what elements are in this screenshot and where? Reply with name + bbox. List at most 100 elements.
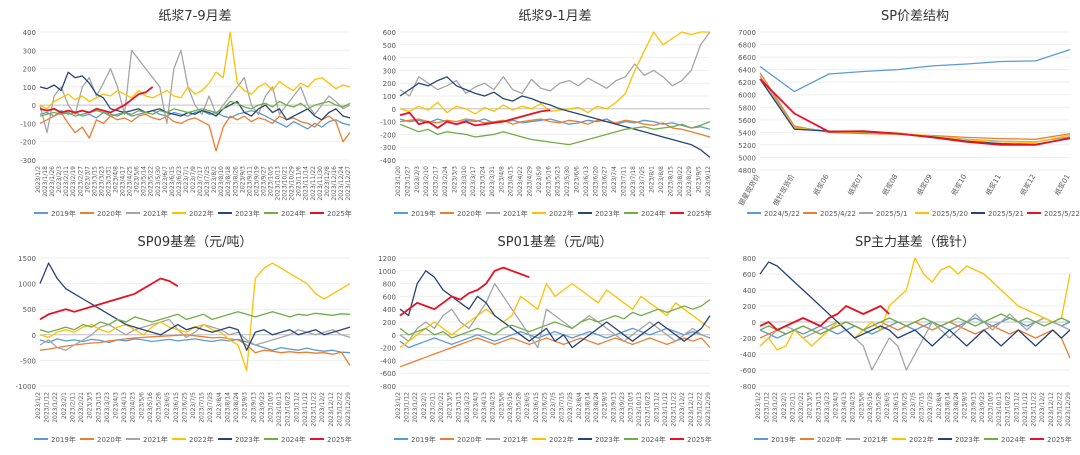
x-tick-label: 银星现货价: [736, 173, 761, 208]
x-tick-label: 2023/12/2: [319, 392, 326, 423]
legend-label: 2024年: [281, 209, 306, 218]
series-line: [399, 266, 530, 317]
y-tick-label: 200: [383, 319, 396, 327]
x-tick-label: 2023/12/24: [338, 166, 345, 201]
y-tick-label: -400: [740, 351, 756, 359]
x-tick-label: 2023/12/2: [679, 392, 686, 423]
x-tick-label: 2023/5/26: [876, 392, 883, 423]
x-tick-label: 2023/10/3: [628, 392, 635, 423]
x-tick-label: 2023/4/8: [113, 166, 120, 193]
y-tick-label: -500: [20, 357, 36, 365]
legend-label: 2019年: [411, 435, 436, 444]
legend-label: 2022年: [909, 435, 934, 444]
series-line: [39, 262, 351, 351]
x-tick-label: 2023/5/23: [555, 166, 562, 197]
x-tick-label: 2023/7/15: [199, 392, 206, 423]
y-tick-label: 200: [23, 66, 36, 74]
series-line: [39, 338, 351, 354]
y-tick-label: 0: [752, 319, 756, 327]
x-tick-label: 2023/2/11: [429, 392, 436, 423]
x-tick-label: 2023/12/22: [696, 392, 703, 427]
legend-label: 2020年: [97, 435, 122, 444]
series-line: [759, 257, 1071, 351]
chart-svg: SP09基差（元/吨） -1000 -500 0 500 1000 1500 2023/1/2…: [16, 235, 352, 444]
x-tick-label: 2023/6/5: [884, 392, 891, 419]
legend-label: 2022年: [549, 209, 574, 218]
x-tick-label: 2023/10/29: [289, 166, 296, 201]
x-tick-label: 2023/11/22: [311, 392, 318, 427]
x-tick-label: 2023/2/27: [77, 166, 84, 197]
chart-svg: SP主力基差（俄针） -800 -600 -400 -200 0 200 400 600 800 2…: [740, 235, 1072, 444]
x-tick-label: 2023/4/15: [508, 166, 515, 197]
legend-label: 2023年: [595, 435, 620, 444]
x-tick-label: 2023/3/3: [87, 392, 94, 419]
legend-label: 2021年: [143, 209, 168, 218]
chart-svg: SP价差结构 4800 5000 5200 5400 5600 5800 6000 6200 64…: [736, 9, 1080, 218]
x-tick-label: 2023/12/12: [328, 392, 335, 427]
x-tick-label: 2023/9/23: [259, 392, 266, 423]
series-line: [39, 86, 154, 114]
series-line: [399, 109, 551, 129]
y-tick-label: 500: [23, 306, 36, 314]
x-tick-label: 2023/6/15: [893, 392, 900, 423]
x-tick-label: 2023/1/2: [35, 392, 42, 419]
chart-svg: SP01基差（元/吨） -800 -600 -400 -200 0 200 400 600 800…: [378, 235, 712, 444]
series-line: [759, 78, 1071, 144]
x-tick-label: 纸浆12: [1018, 173, 1037, 197]
y-tick-label: -200: [20, 139, 36, 147]
x-tick-label: 2023/4/8: [498, 166, 505, 193]
x-tick-label: 2023/1/12: [404, 392, 411, 423]
legend-label: 2025/5/21: [988, 210, 1024, 218]
x-tick-label: 2023/12/22: [1056, 392, 1063, 427]
x-tick-label: 2023/2/21: [798, 392, 805, 423]
x-tick-label: 2023/1/2: [35, 166, 42, 193]
x-tick-label: 2023/4/23: [850, 392, 857, 423]
legend-label: 2025/4/22: [820, 210, 856, 218]
x-tick-label: 2023/6/25: [541, 392, 548, 423]
x-tick-label: 2023/2/11: [69, 392, 76, 423]
legend-label: 2020年: [457, 435, 482, 444]
x-tick-label: 2023/4/3: [473, 392, 480, 419]
x-tick-label: 2023/8/24: [233, 392, 240, 423]
x-tick-label: 2023/8/2: [211, 166, 218, 193]
y-tick-label: -200: [740, 335, 756, 343]
legend-label: 2020年: [817, 435, 842, 444]
x-tick-label: 2023/11/12: [302, 392, 309, 427]
x-tick-label: 2023/1/27: [404, 166, 411, 197]
series-line: [399, 327, 711, 349]
chart-title: 纸浆7-9月差: [158, 9, 231, 24]
legend-label: 2023年: [955, 435, 980, 444]
y-tick-label: 400: [23, 29, 36, 37]
x-tick-label: 2023/8/1: [649, 166, 656, 193]
x-tick-label: 2023/1/2: [755, 392, 762, 419]
x-tick-label: 2023/6/27: [602, 166, 609, 197]
x-tick-label: 2023/6/5: [164, 392, 171, 419]
legend-label: 2021年: [503, 435, 528, 444]
x-tick-label: 2023/5/26: [156, 392, 163, 423]
x-tick-label: 2023/12/22: [336, 392, 343, 427]
legend-label: 2023年: [235, 435, 260, 444]
y-tick-label: -300: [20, 157, 36, 165]
x-tick-label: 2023/11/22: [1031, 392, 1038, 427]
x-tick-label: 2023/9/3: [239, 166, 246, 193]
x-tick-label: 2023/11/2: [653, 392, 660, 423]
x-tick-label: 2023/7/4: [611, 166, 618, 193]
x-tick-label: 2023/12/8: [324, 166, 331, 197]
x-tick-label: 纸浆06: [811, 172, 831, 197]
legend-label: 2022年: [549, 435, 574, 444]
x-tick-label: 2023/9/3: [602, 392, 609, 419]
legend-label: 2025/5/22: [1044, 210, 1080, 218]
legend-label: 2019年: [51, 209, 76, 218]
series-line: [759, 78, 1071, 146]
chart-panel-pulp-9-1-spread: 纸浆9-1月差 -400 -300 -200 -100 0 100 200 300 400 500 6…: [360, 0, 720, 225]
x-tick-label: 2023/2/21: [438, 392, 445, 423]
y-tick-label: 6000: [738, 92, 756, 100]
legend-label: 2025年: [687, 209, 712, 218]
legend-label: 2021年: [143, 435, 168, 444]
series-line: [759, 261, 1071, 347]
x-tick-label: 2023/3/24: [480, 166, 487, 197]
legend-label: 2025年: [327, 209, 352, 218]
x-tick-label: 2023/1/2: [395, 392, 402, 419]
x-tick-label: 2023/11/22: [310, 166, 317, 201]
y-tick-label: 5200: [738, 142, 756, 150]
